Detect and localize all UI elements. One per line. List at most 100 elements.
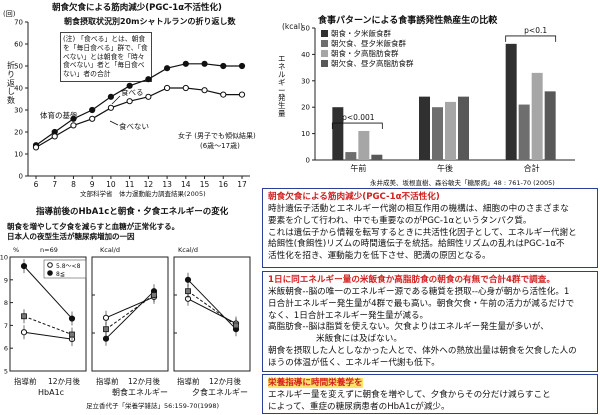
panel-dinner-series-line	[187, 298, 237, 324]
panel-hba1c-point	[20, 263, 28, 270]
chart2-sig-bracket	[331, 122, 383, 130]
chart1-point-not-eat	[107, 104, 115, 111]
pgc-box-line: 時計遺伝子活動とエネルギー代謝の相互作用の機構は、細胞の中のさまざまな	[268, 203, 569, 214]
pgc-box-title: 朝食欠食による筋肉減少(PGC-1α不活性化)	[268, 192, 440, 202]
chart1-point-not-eat	[238, 91, 246, 98]
survey-box-title: 1日に同エネルギー量の米飯食か高脂肪食の朝食の有無で合計4群で調査。	[268, 275, 555, 285]
chart1-x-tick-label: 17	[237, 180, 247, 189]
chart2-legend-swatch	[321, 40, 328, 47]
panel1-tick-after: 12か月後	[48, 377, 81, 386]
pgc-box-line: 要素を介して行われ、中でも重要なのがPGC-1αというタンパク質。	[268, 215, 532, 226]
chart2-legend-swatch	[321, 60, 328, 67]
chart1-y-unit: (回)	[3, 10, 16, 18]
panel1-n: n=69	[40, 246, 58, 254]
chart1-point-not-eat	[220, 91, 227, 98]
guidance-box-title: 栄養指導に時間栄養学を	[268, 378, 592, 390]
chart2-bar	[458, 96, 469, 160]
chart1-y-tick-label: 50	[14, 63, 23, 71]
chart1-point-not-eat	[51, 133, 58, 140]
chart1-point-not-eat	[163, 84, 171, 92]
chart3-desc2: 日本人の夜型生活が糖尿病増加の一因	[7, 232, 135, 241]
chart1-svg: 0 10 20 30 40 50 60 70 6 7 8 9 10 11 12 13 14 15 16 17	[14, 19, 250, 189]
chart2-bar	[432, 107, 443, 160]
chart2-category-label: 午前	[350, 163, 366, 173]
chart1-point-eat	[201, 60, 208, 67]
guidance-box-line: エネルギー量を変えずに朝食を増やして、夕食からその分だけ減らすこと	[268, 389, 551, 400]
chart2-bar	[505, 43, 517, 161]
panel-hba1c-y-tick-label: 9	[4, 276, 8, 284]
chart2-legend-label: 朝欠食、昼夕高脂肪食群	[331, 58, 414, 68]
guidance-info-box: 栄養指導に時間栄養学を エネルギー量を変えずに朝食を増やして、夕食からその分だけ…	[262, 374, 598, 414]
chart1-note: (注) 「食べる」とは、朝食を「毎日食べる」群で、「食べない」とは朝食を「時々食…	[60, 32, 152, 83]
panel-hba1c-point	[69, 331, 75, 338]
chart1-point-eat	[220, 62, 227, 70]
panel2-xlabel: 朝食エネルギー	[112, 388, 168, 397]
chart1-y-tick-label: 30	[14, 107, 23, 115]
survey-info-box: 1日に同エネルギー量の米飯食か高脂肪食の朝食の有無で合計4群で調査。 米飯朝食-…	[262, 271, 598, 372]
chart1-y-label: 折り返し数	[7, 61, 15, 106]
chart1-caption-right1: 女子 (男子でも傾似結果)	[178, 132, 256, 140]
shuttle-run-chart-panel: 朝食欠食による筋肉減少(PGC-1α不活性化) 朝食摂取状況別20mシャトルラン…	[0, 0, 260, 205]
chart2-bar	[419, 96, 430, 160]
panel-breakfast-point	[102, 314, 110, 321]
chart1-y-tick-label: 40	[14, 85, 23, 93]
chart2-y-tick-label: 50	[301, 25, 310, 33]
energy-bar-chart-panel: 食事パターンによる食事誘発性熱産生の比較 (kcal) エネルギー発生量 0 10…	[275, 0, 600, 200]
chart2-y-tick-label: 20	[301, 104, 310, 112]
chart1-point-eat	[126, 82, 133, 89]
chart1-y-tick-label: 10	[14, 151, 23, 159]
survey-box-line: 朝食を摂取した人としなかった人とで、体外への熱放出量は朝食を欠食した人の	[268, 346, 577, 357]
chart1-x-tick-label: 6	[34, 180, 39, 189]
chart1-series-eat-line	[35, 63, 242, 146]
panel3-tick-before: 指導前	[177, 377, 200, 386]
panel2-tick-after: 12か月後	[128, 377, 161, 386]
survey-box-line: 米飯食には及ばない。	[316, 334, 402, 345]
panel-hba1c-series-line	[23, 331, 73, 340]
panel3-top-unit: Kcal/d	[178, 246, 198, 254]
panel2-top-unit: Kcal/d	[100, 246, 120, 254]
chart3-source: 足立香代子「栄養学雑誌」56:159-70(1998)	[86, 402, 220, 410]
chart3-desc1: 朝食を増やして夕食を減らすと血糖が正常化する。	[7, 222, 180, 231]
chart1-y-tick-label: 20	[14, 129, 23, 137]
chart1-point-eat	[145, 76, 152, 83]
chart2-legend-swatch	[321, 30, 328, 37]
panel-dinner-point	[184, 276, 192, 283]
chart1-point-eat	[70, 115, 77, 122]
panel1-tick-before: 指導前	[14, 377, 37, 386]
chart1-x-tick-label: 15	[200, 180, 210, 189]
chart1-point-not-eat	[89, 115, 96, 122]
chart1-point-not-eat	[126, 98, 133, 105]
chart1-subtitle: 朝食摂取状況別20mシャトルランの折り返し数	[64, 17, 236, 26]
chart2-bar	[518, 104, 530, 160]
panel-hba1c-frame	[9, 256, 87, 372]
chart1-x-tick-label: 9	[90, 180, 95, 189]
chart1-y-tick-label: 70	[14, 19, 23, 27]
chart1-y-tick-label: 60	[14, 41, 23, 49]
legend-2-swatch	[47, 270, 53, 276]
chart1-label-eat: 食べる	[121, 88, 144, 97]
panel-breakfast-point	[102, 335, 110, 342]
chart2-legend-label: 朝欠食、昼夕米飯食群	[331, 38, 406, 48]
hba1c-chart-panel: 指導前後のHbA1cと朝食・夕食エネルギーの変化 朝食を増やして夕食を減らすと血…	[0, 205, 262, 415]
chart1-x-tick-label: 12	[144, 180, 154, 189]
panel-hba1c-point	[68, 315, 76, 322]
chart1-point-eat	[182, 60, 189, 67]
survey-box-line: 日合計エネルギー発生量が4群で最も高い。朝食欠食・午前の活力が減るだけで	[268, 298, 575, 309]
chart1-label-pointer	[111, 95, 121, 105]
panel-hba1c-point	[21, 313, 27, 320]
chart1-point-not-eat	[182, 84, 189, 92]
chart1-point-not-eat	[70, 122, 77, 129]
chart1-x-tick-label: 7	[52, 180, 57, 189]
chart2-y-tick-label: 10	[301, 130, 310, 138]
panel-hba1c-y-tick-label: 6	[4, 345, 8, 353]
chart1-title: 朝食欠食による筋肉減少(PGC-1α不活性化)	[52, 3, 222, 13]
chart1-x-tick-label: 16	[218, 180, 228, 189]
guidance-box-title-text: 栄養指導に時間栄養学を	[268, 378, 363, 388]
chart2-bar	[371, 154, 383, 160]
chart1-x-tick-label: 14	[181, 180, 191, 189]
chart1-series-not-eat-line	[35, 87, 242, 148]
panel-hba1c-y-tick-label: 8	[4, 299, 8, 307]
chart2-category-label: 合計	[524, 163, 540, 173]
chart1-point-not-eat	[32, 144, 40, 151]
panel-hba1c-y-tick-label: 7	[4, 322, 8, 330]
